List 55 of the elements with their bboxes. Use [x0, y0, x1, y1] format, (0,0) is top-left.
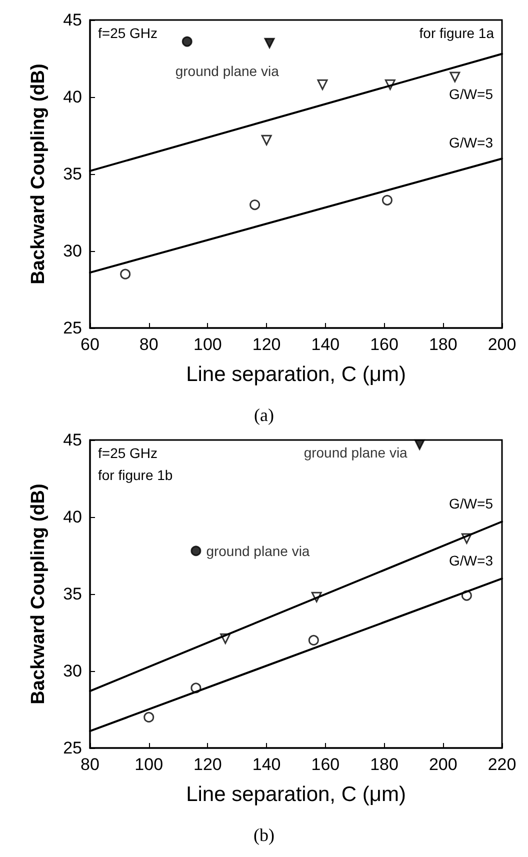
- x-axis-title: Line separation, C (μm): [186, 783, 406, 806]
- series-label: ground plane via: [175, 62, 280, 79]
- x-tick-label: 80: [139, 335, 158, 354]
- y-tick-label: 35: [63, 164, 82, 184]
- y-tick-label: 40: [63, 88, 82, 106]
- y-axis-title: Backward Coupling (dB): [28, 484, 49, 704]
- series-label: G/W=3: [449, 552, 494, 569]
- point: [261, 134, 272, 146]
- x-tick-label: 120: [252, 335, 281, 354]
- x-tick-label: 180: [370, 755, 398, 774]
- y-tick-label: 40: [63, 508, 82, 526]
- point: [120, 268, 131, 280]
- x-tick-label: 100: [194, 335, 222, 354]
- point: [144, 712, 154, 722]
- series-label: ground plane via: [304, 444, 408, 461]
- y-tick-label: 30: [63, 662, 82, 680]
- series-label: ground plane via: [206, 542, 310, 559]
- point: [414, 439, 425, 450]
- x-tick-label: 200: [428, 755, 458, 774]
- point: [190, 546, 202, 556]
- y-tick-label: 25: [63, 318, 82, 338]
- y-tick-label: 25: [63, 738, 82, 758]
- annotation: for figure 1a: [419, 25, 494, 41]
- point: [182, 36, 192, 47]
- x-tick-label: 160: [311, 755, 340, 774]
- series-label: G/W=3: [449, 134, 494, 151]
- y-tick-label: 30: [63, 242, 82, 260]
- y-tick-label: 35: [63, 584, 82, 604]
- x-tick-label: 120: [194, 755, 222, 774]
- annotation: f=25 GHz: [98, 25, 158, 41]
- point: [264, 38, 275, 48]
- y-tick-label: 45: [63, 430, 82, 450]
- text: (a): [254, 405, 274, 425]
- x-tick-label: 180: [428, 335, 458, 354]
- annotation: f=25 GHz: [98, 445, 158, 461]
- point: [450, 72, 460, 82]
- text: (b): [254, 825, 275, 845]
- point: [250, 200, 260, 210]
- y-tick-label: 45: [63, 10, 82, 30]
- point: [382, 194, 392, 206]
- x-tick-label: 160: [370, 335, 398, 354]
- y-axis-title: Backward Coupling (dB): [28, 64, 49, 284]
- x-tick-label: 60: [80, 335, 100, 354]
- x-tick-label: 140: [252, 755, 281, 774]
- point: [317, 79, 328, 90]
- x-tick-label: 100: [134, 755, 164, 774]
- x-tick-label: 80: [80, 755, 100, 774]
- x-axis-title: Line separation, C (μm): [186, 363, 406, 386]
- annotation: for figure 1b: [98, 467, 173, 483]
- x-tick-label: 200: [488, 335, 516, 354]
- series-label: G/W=5: [449, 86, 494, 102]
- series-label: G/W=5: [449, 496, 494, 512]
- point: [308, 634, 319, 646]
- x-tick-label: 220: [488, 755, 516, 774]
- x-tick-label: 140: [311, 335, 340, 354]
